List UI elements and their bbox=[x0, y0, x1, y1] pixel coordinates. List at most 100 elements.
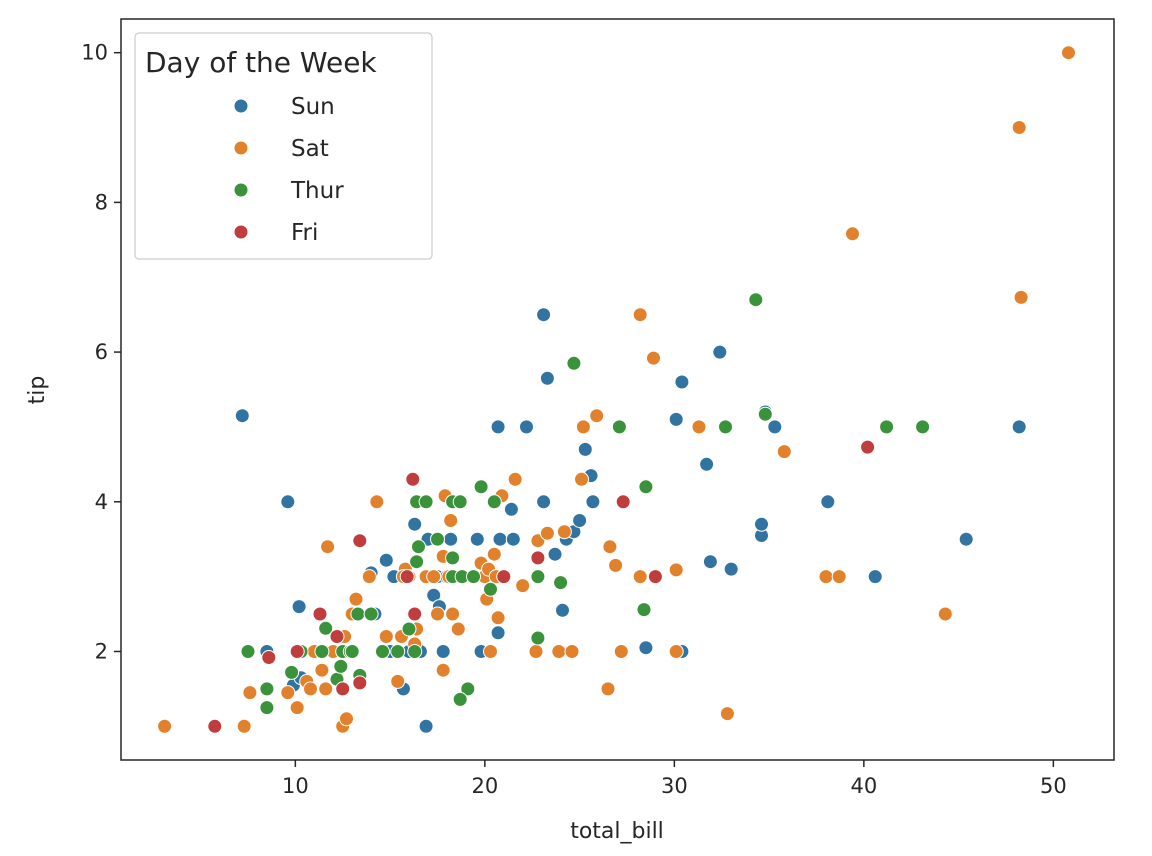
point-thur-38 bbox=[553, 575, 569, 591]
point-sat-55 bbox=[575, 419, 591, 435]
point-sun-59 bbox=[1011, 419, 1027, 435]
legend-label-thur: Thur bbox=[290, 178, 344, 204]
legend-marker-sun bbox=[233, 98, 249, 114]
point-sat-11 bbox=[320, 539, 336, 555]
point-thur-44 bbox=[748, 292, 764, 308]
point-sat-1 bbox=[236, 718, 252, 734]
point-sun-49 bbox=[723, 561, 739, 577]
y-tick-label-2: 2 bbox=[95, 639, 108, 663]
legend-label-sat: Sat bbox=[291, 136, 329, 162]
legend-marker-sat bbox=[233, 140, 249, 156]
point-thur-32 bbox=[473, 479, 489, 495]
point-fri-8 bbox=[399, 569, 415, 585]
point-sat-18 bbox=[369, 494, 385, 510]
x-axis-ticks: 10 20 30 40 50 bbox=[282, 760, 1067, 798]
point-sat-66 bbox=[691, 419, 707, 435]
legend-label-sun: Sun bbox=[291, 94, 335, 120]
point-thur-33 bbox=[483, 581, 498, 597]
point-thur-29 bbox=[460, 681, 476, 697]
point-fri-3 bbox=[312, 606, 328, 622]
point-thur-22 bbox=[418, 494, 434, 510]
point-sat-16 bbox=[348, 591, 364, 607]
point-thur-5 bbox=[314, 644, 330, 659]
point-fri-0 bbox=[207, 718, 223, 734]
point-sat-46 bbox=[507, 471, 523, 487]
point-fri-5 bbox=[335, 681, 351, 697]
point-thur-20 bbox=[411, 539, 426, 555]
point-sat-75 bbox=[1061, 45, 1076, 61]
point-sat-19 bbox=[378, 629, 394, 644]
point-sat-57 bbox=[600, 681, 616, 697]
point-thur-31 bbox=[466, 569, 481, 585]
point-fri-15 bbox=[860, 439, 876, 455]
point-sun-51 bbox=[754, 516, 769, 532]
point-sat-17 bbox=[361, 569, 377, 585]
point-sun-31 bbox=[539, 370, 555, 386]
plot-frame bbox=[120, 18, 1115, 761]
point-sat-8 bbox=[318, 681, 334, 697]
point-sun-20 bbox=[443, 531, 459, 547]
point-sat-56 bbox=[589, 408, 605, 424]
point-sat-68 bbox=[776, 444, 792, 460]
y-tick-label-4: 4 bbox=[95, 490, 108, 514]
point-thur-14 bbox=[363, 606, 379, 622]
point-sat-47 bbox=[515, 578, 531, 594]
point-sat-70 bbox=[831, 569, 847, 585]
point-sun-37 bbox=[577, 441, 593, 457]
point-fri-13 bbox=[615, 494, 631, 510]
point-sat-0 bbox=[157, 718, 173, 734]
point-sat-35 bbox=[450, 621, 466, 637]
legend-marker-fri bbox=[233, 224, 249, 240]
y-tick-label-10: 10 bbox=[81, 41, 108, 65]
point-sun-10 bbox=[407, 516, 423, 532]
point-fri-4 bbox=[329, 629, 345, 644]
point-sun-24 bbox=[505, 531, 521, 547]
point-thur-8 bbox=[333, 658, 349, 674]
point-sat-6 bbox=[303, 681, 318, 697]
point-sun-40 bbox=[555, 602, 570, 618]
point-sun-56 bbox=[820, 494, 836, 510]
point-sat-20 bbox=[390, 673, 406, 689]
point-sat-52 bbox=[556, 524, 572, 540]
point-sat-2 bbox=[242, 685, 258, 701]
point-fri-14 bbox=[647, 569, 663, 585]
point-thur-25 bbox=[452, 494, 468, 510]
point-sun-39 bbox=[585, 494, 601, 510]
point-thur-30 bbox=[452, 691, 468, 707]
point-sat-71 bbox=[845, 226, 860, 242]
point-sun-1 bbox=[280, 494, 296, 510]
point-thur-41 bbox=[636, 602, 652, 618]
point-sun-26 bbox=[503, 501, 519, 517]
point-sun-47 bbox=[699, 456, 715, 472]
point-sun-58 bbox=[958, 531, 974, 547]
y-tick-label-6: 6 bbox=[95, 340, 108, 364]
point-fri-1 bbox=[261, 650, 277, 665]
point-thur-34 bbox=[486, 494, 502, 510]
point-sat-7 bbox=[314, 662, 330, 678]
point-sat-53 bbox=[564, 644, 580, 659]
point-sun-7 bbox=[378, 552, 394, 568]
point-sat-29 bbox=[430, 606, 445, 622]
point-fri-7 bbox=[352, 675, 368, 691]
point-fri-12 bbox=[530, 550, 546, 566]
point-sat-65 bbox=[668, 562, 684, 578]
x-tick-label-20: 20 bbox=[471, 774, 498, 798]
point-sun-33 bbox=[547, 546, 563, 562]
point-sun-0 bbox=[234, 408, 250, 424]
point-fri-10 bbox=[407, 606, 423, 622]
point-thur-28 bbox=[445, 550, 461, 566]
point-sat-58 bbox=[602, 539, 618, 555]
point-sun-46 bbox=[712, 344, 728, 360]
point-sat-72 bbox=[937, 606, 953, 622]
point-thur-39 bbox=[566, 355, 582, 371]
point-sat-67 bbox=[719, 706, 735, 722]
point-sun-48 bbox=[702, 554, 718, 570]
point-sun-57 bbox=[867, 569, 883, 585]
point-thur-11 bbox=[344, 644, 360, 659]
point-sat-33 bbox=[443, 513, 459, 528]
point-sat-42 bbox=[486, 546, 502, 562]
point-sun-54 bbox=[638, 640, 654, 656]
point-fri-9 bbox=[405, 471, 421, 487]
point-sat-74 bbox=[1013, 289, 1029, 305]
point-sat-10 bbox=[339, 711, 354, 727]
